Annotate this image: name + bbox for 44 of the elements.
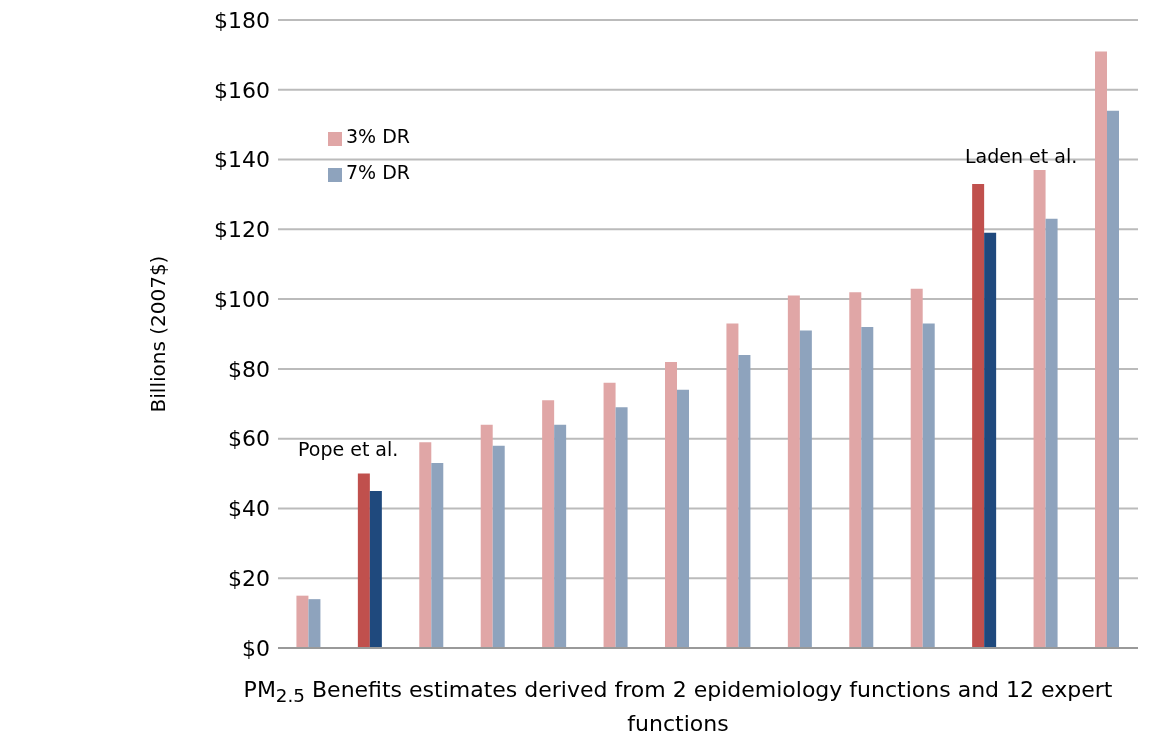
y-tick-label: $80 <box>228 356 270 382</box>
bar <box>726 323 739 648</box>
bar <box>787 295 800 648</box>
bar <box>984 232 997 648</box>
y-tick-label: $20 <box>228 566 270 592</box>
y-tick-label: $40 <box>228 496 270 522</box>
bar <box>542 400 555 648</box>
bar <box>419 442 432 648</box>
bar <box>910 288 923 648</box>
bar <box>296 595 309 648</box>
bar <box>861 327 874 648</box>
y-tick-label: $160 <box>214 77 270 103</box>
y-tick-label: $180 <box>214 7 270 33</box>
bar <box>603 382 616 648</box>
y-tick-label: $100 <box>214 286 270 312</box>
annotation: Pope et al. <box>298 438 399 460</box>
bar <box>972 183 985 648</box>
bar <box>357 473 370 648</box>
bar <box>665 361 677 648</box>
bar <box>1045 218 1058 648</box>
bar <box>849 292 862 648</box>
bar <box>1095 51 1107 648</box>
y-axis-title: Billions (2007$) <box>146 255 171 413</box>
bar <box>1033 170 1046 648</box>
bar <box>799 330 812 648</box>
bar <box>480 424 493 648</box>
bar <box>308 599 321 648</box>
legend-label: 3% DR <box>346 125 411 147</box>
y-tick-label: $0 <box>242 635 270 661</box>
y-tick-label: $140 <box>214 147 270 173</box>
bar <box>431 463 444 648</box>
bar <box>1107 110 1119 648</box>
y-tick-label: $120 <box>214 217 270 243</box>
bar <box>369 491 382 648</box>
bar <box>492 445 505 648</box>
legend-label: 7% DR <box>346 161 411 183</box>
bar <box>922 323 935 648</box>
bar <box>615 407 628 648</box>
y-tick-label: $60 <box>228 426 270 452</box>
annotation: Laden et al. <box>965 145 1078 167</box>
bar <box>738 354 751 648</box>
bar <box>677 389 689 648</box>
bar <box>554 424 567 648</box>
x-axis-title: PM$_{2.5}$ Benefits estimates derived from 2 epidemiology functions and 12 expert functions <box>242 676 1114 739</box>
